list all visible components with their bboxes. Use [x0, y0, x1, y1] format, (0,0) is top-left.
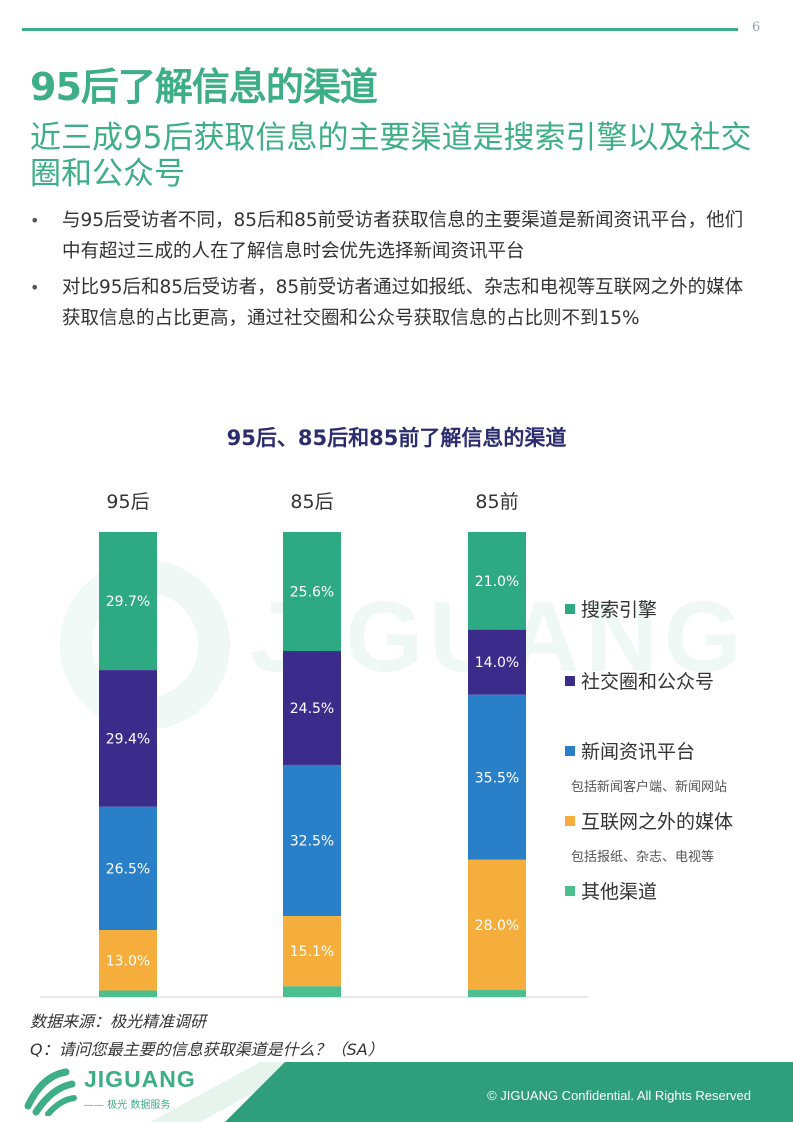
legend-label: 社交圈和公众号	[581, 671, 715, 693]
legend-label: 互联网之外的媒体	[581, 811, 734, 833]
data-label: 24.5%	[290, 701, 334, 717]
legend-item: 其他渠道	[565, 877, 657, 904]
category-label: 95后	[106, 491, 149, 513]
bar-segment-5	[99, 990, 157, 997]
bullet-dot-icon: •	[30, 211, 40, 230]
legend-item: 搜索引擎	[565, 595, 657, 622]
bar-segment-3	[99, 806, 157, 931]
chart-title: 95后、85后和85前了解信息的渠道	[226, 426, 567, 450]
bullet-text: 对比95后和85后受访者，85前受访者通过如报纸、杂志和电视等互联网之外的媒体获…	[62, 277, 744, 329]
source-line: 数据来源：极光精准调研	[30, 1012, 207, 1031]
page-number: 6	[752, 20, 761, 35]
bullet-text: 与95后受访者不同，85后和85前受访者获取信息的主要渠道是新闻资讯平台，他们中…	[62, 210, 744, 262]
jiguang-logo-icon	[24, 1068, 77, 1116]
data-label: 13.0%	[106, 953, 150, 969]
bar-segment-1	[468, 532, 526, 630]
logo-tagline: —— 极光 数据服务	[84, 1100, 171, 1111]
bar-segment-5	[468, 990, 526, 997]
logo-wordmark: JIGUANG	[84, 1066, 196, 1092]
data-label: 15.1%	[290, 944, 334, 960]
legend-item: 新闻资讯平台 包括新闻客户端、新闻网站	[565, 737, 727, 795]
data-label: 29.4%	[106, 731, 150, 747]
legend-item: 互联网之外的媒体 包括报纸、杂志、电视等	[565, 807, 733, 865]
copyright-text: © JIGUANG Confidential. All Rights Reser…	[487, 1088, 751, 1103]
data-label: 28.0%	[475, 918, 519, 934]
top-divider	[22, 28, 738, 31]
question-line: Q：请问您最主要的信息获取渠道是什么？（SA）	[30, 1040, 384, 1059]
data-label: 26.5%	[106, 861, 150, 877]
bar-segment-1	[283, 532, 341, 652]
bullet-item: • 对比95后和85后受访者，85前受访者通过如报纸、杂志和电视等互联网之外的媒体…	[30, 272, 760, 334]
legend-swatch	[565, 745, 575, 756]
legend-swatch	[565, 675, 575, 686]
footer-green-band	[225, 1062, 793, 1122]
bar-segment-1	[99, 532, 157, 671]
legend-item: 社交圈和公众号	[565, 667, 714, 694]
page-title: 95后了解信息的渠道	[30, 65, 378, 109]
stacked-bar-chart: 95后 29.7% 29.4% 26.5% 13.0% 85后 25.6% 24.5% 32.5…	[40, 491, 588, 998]
legend-label: 新闻资讯平台	[581, 741, 696, 763]
page-subtitle: 近三成95后获取信息的主要渠道是搜索引擎以及社交圈和公众号	[30, 120, 752, 192]
bar-segment-2	[468, 629, 526, 695]
data-label: 21.0%	[475, 574, 519, 590]
bar-segment-3	[468, 694, 526, 860]
legend-label: 其他渠道	[581, 881, 658, 903]
data-source: 数据来源：极光精准调研 Q：请问您最主要的信息获取渠道是什么？（SA）	[30, 1008, 384, 1064]
bullet-list: • 与95后受访者不同，85后和85前受访者获取信息的主要渠道是新闻资讯平台，他们…	[30, 205, 760, 339]
data-label: 25.6%	[290, 585, 334, 601]
bar-segment-2	[99, 670, 157, 807]
data-label: 29.7%	[106, 594, 150, 610]
bar-segment-4	[99, 930, 157, 991]
data-label: 32.5%	[290, 834, 334, 850]
data-label: 35.5%	[475, 770, 519, 786]
data-label: 14.0%	[475, 655, 519, 671]
legend-note: 包括报纸、杂志、电视等	[571, 850, 715, 865]
category-label: 85后	[290, 491, 333, 513]
category-label: 85前	[475, 491, 518, 513]
legend-note: 包括新闻客户端、新闻网站	[571, 780, 728, 795]
bar-segment-5	[283, 986, 341, 997]
legend-swatch	[565, 603, 575, 614]
bar-segment-4	[283, 916, 341, 987]
bar-segment-3	[283, 764, 341, 917]
bar-segment-2	[283, 651, 341, 765]
bullet-item: • 与95后受访者不同，85后和85前受访者获取信息的主要渠道是新闻资讯平台，他们…	[30, 205, 760, 267]
bullet-dot-icon: •	[30, 278, 40, 297]
legend-swatch	[565, 885, 575, 896]
legend-swatch	[565, 815, 575, 826]
footer-band	[0, 1062, 793, 1122]
legend-label: 搜索引擎	[581, 599, 658, 621]
bar-segment-4	[468, 859, 526, 991]
